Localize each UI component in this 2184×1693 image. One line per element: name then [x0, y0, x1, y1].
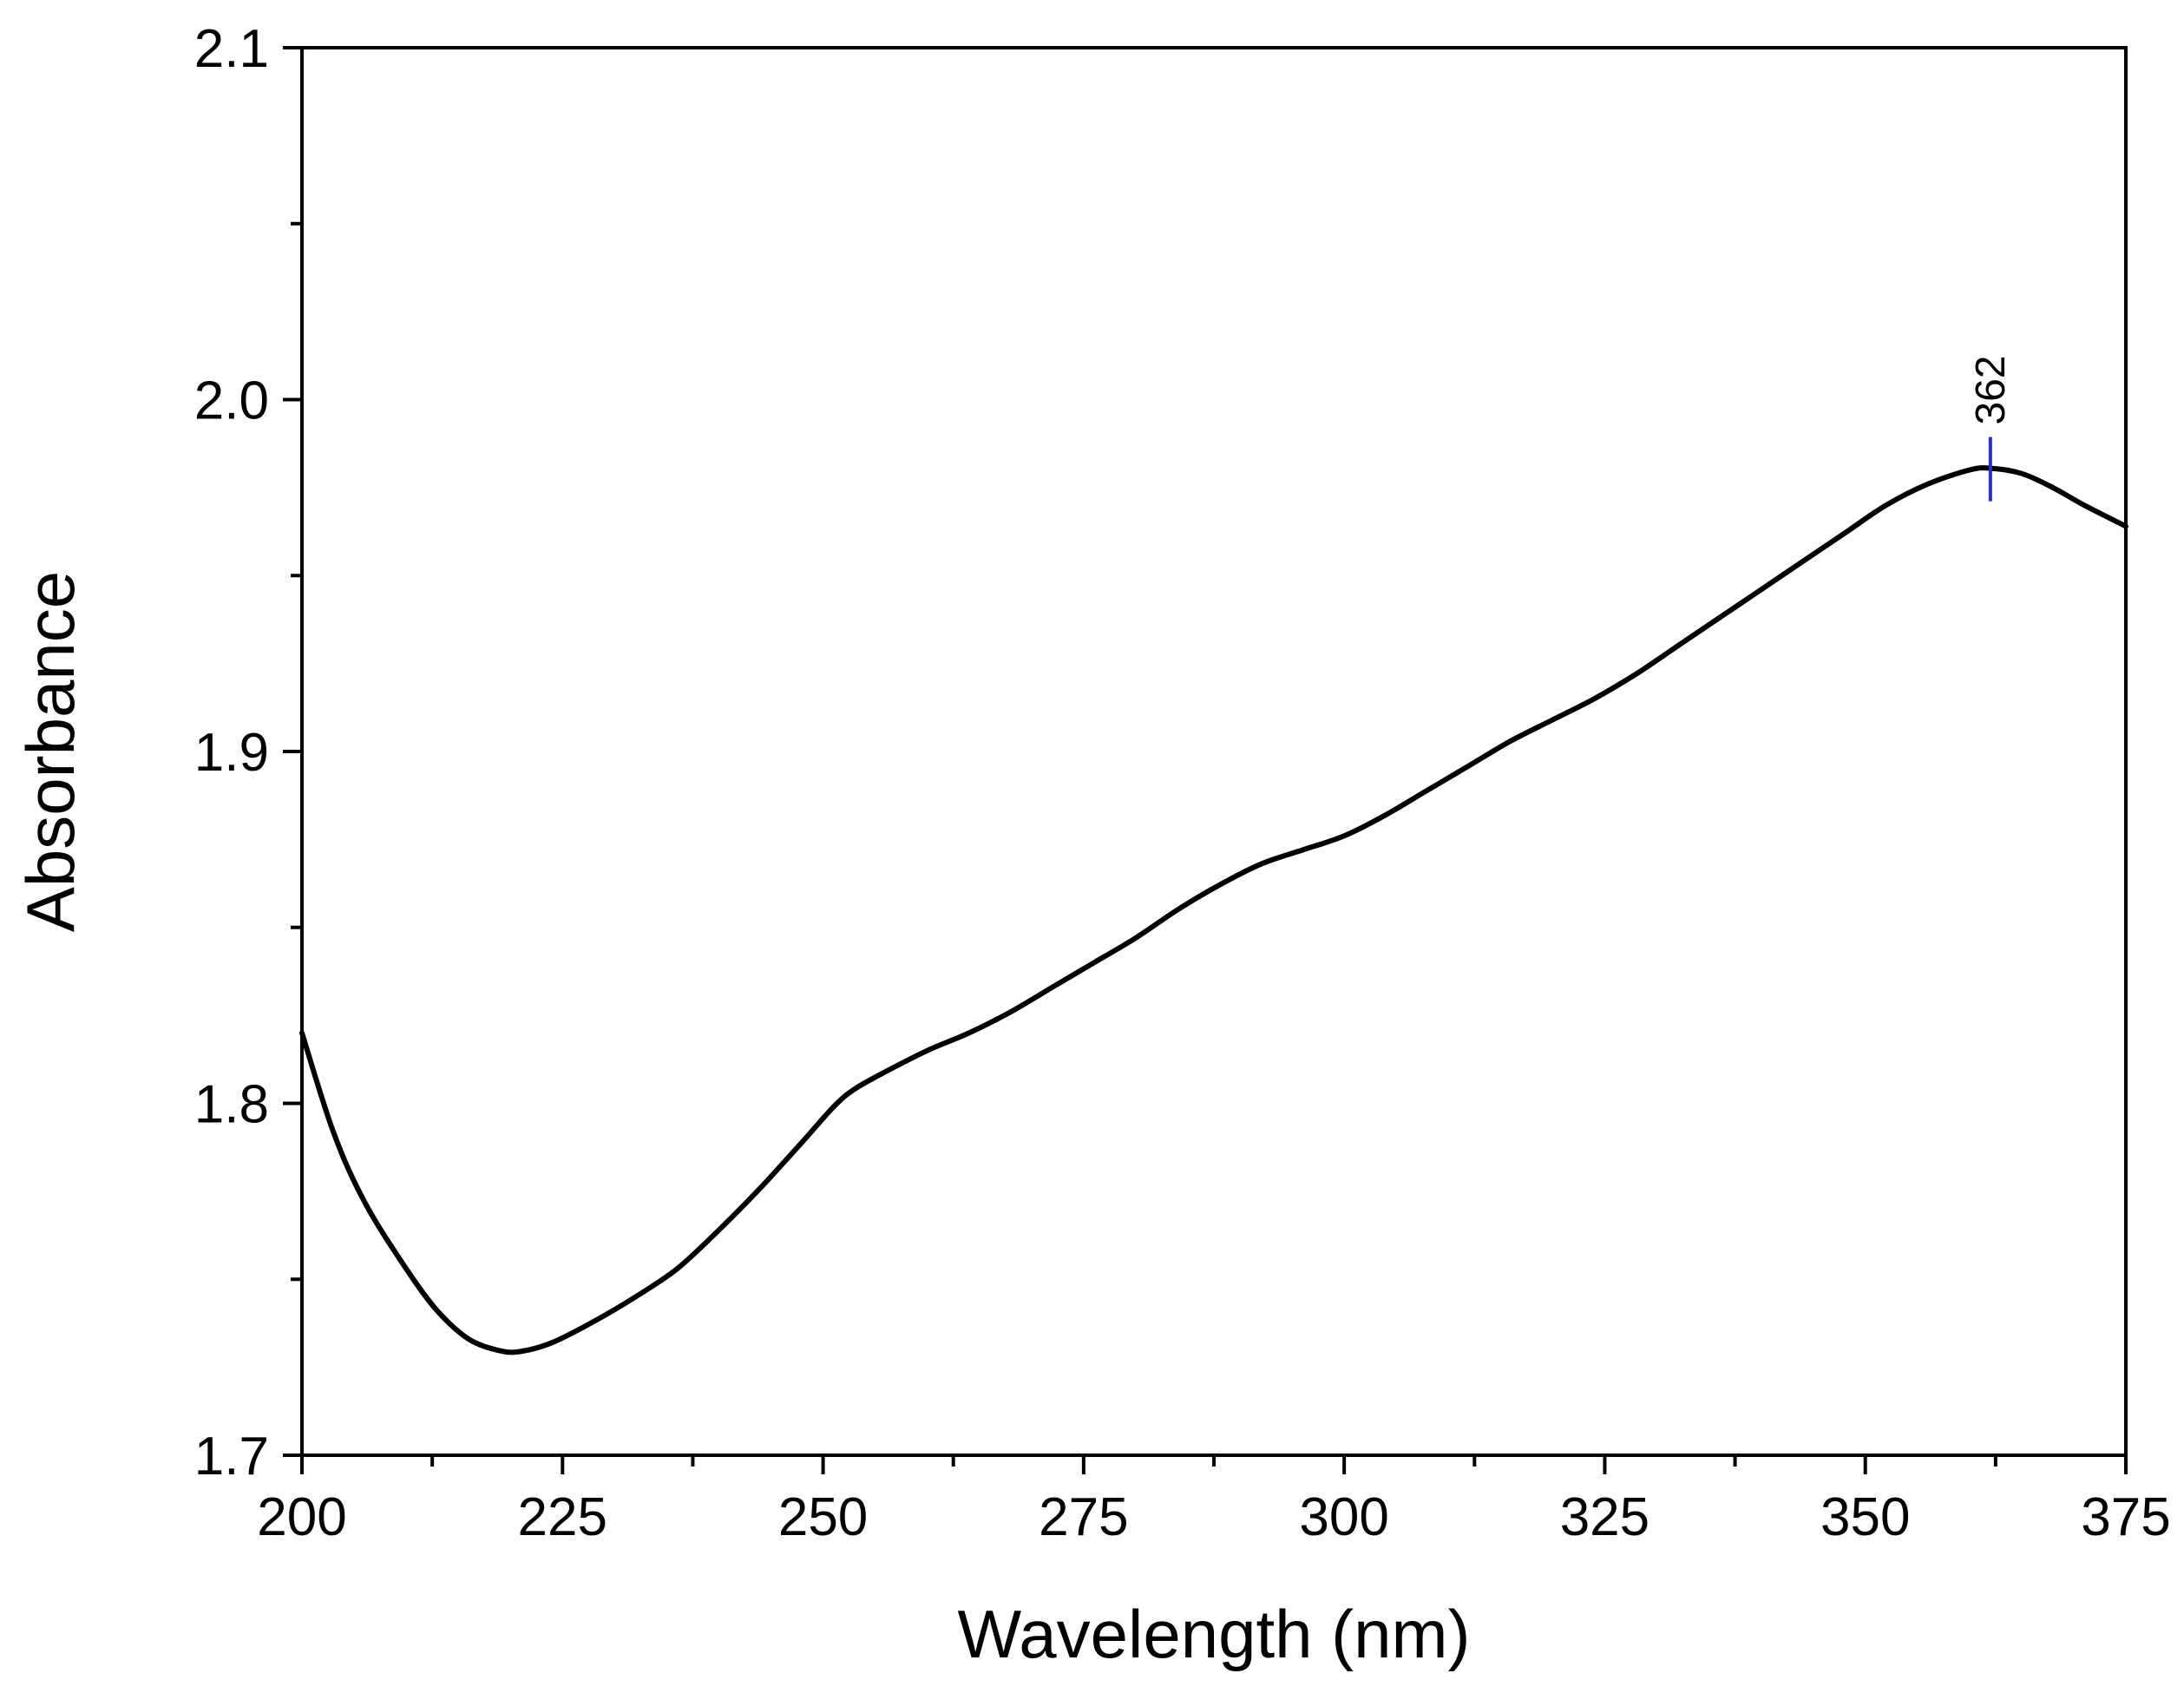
- y-tick-label: 2.0: [194, 371, 269, 431]
- peak-annotations: 362: [1968, 356, 2014, 502]
- plot-frame: [300, 46, 2128, 1457]
- y-tick-label: 1.7: [194, 1427, 269, 1486]
- x-tick-label: 300: [1299, 1487, 1388, 1547]
- absorbance-line: [299, 465, 2128, 1355]
- y-tick-label: 1.9: [194, 723, 269, 783]
- x-tick-label: 200: [257, 1487, 346, 1547]
- x-tick-label: 375: [2081, 1487, 2170, 1547]
- data-series: [299, 465, 2128, 1355]
- x-tick-label: 325: [1560, 1487, 1649, 1547]
- peak-label: 362: [1968, 356, 2014, 425]
- x-tick-label: 350: [1820, 1487, 1910, 1547]
- y-tick-label: 2.1: [194, 19, 269, 79]
- y-tick-label: 1.8: [194, 1075, 269, 1135]
- y-axis-title: Absorbance: [12, 571, 89, 932]
- x-axis-title: Wavelength (nm): [958, 1596, 1471, 1672]
- axis-tick-labels: 200 225 250 275 300 325 350 375 1.7 1.8 1.9 2.0 2.1: [194, 19, 2171, 1547]
- x-tick-label: 250: [778, 1487, 868, 1547]
- x-tick-label: 225: [518, 1487, 607, 1547]
- axis-ticks: [283, 46, 2128, 1474]
- x-tick-label: 275: [1039, 1487, 1128, 1547]
